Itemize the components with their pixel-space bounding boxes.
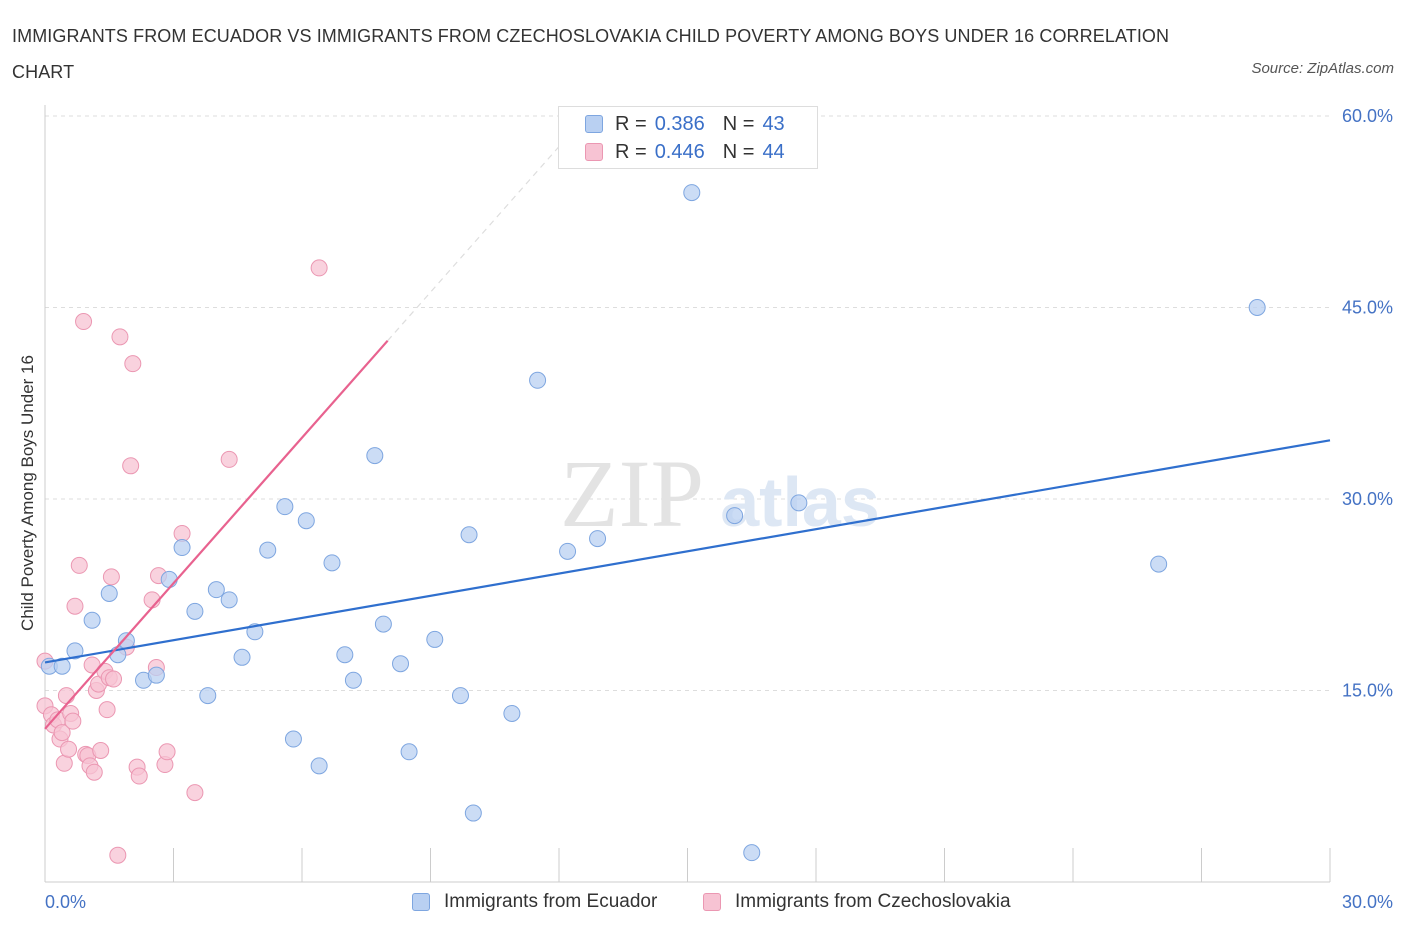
ecuador-point bbox=[147, 666, 165, 684]
ecuador-point bbox=[1248, 299, 1266, 316]
ecuador-point bbox=[66, 642, 84, 660]
legend-swatch-ecuador bbox=[585, 115, 603, 133]
czechoslovakia-point bbox=[70, 556, 88, 574]
ecuador-point bbox=[374, 615, 392, 633]
legend-r-label: R = bbox=[615, 140, 647, 163]
czechoslovakia-points bbox=[36, 259, 328, 864]
czechoslovakia-point bbox=[310, 259, 328, 277]
chart-title: IMMIGRANTS FROM ECUADOR VS IMMIGRANTS FR… bbox=[12, 26, 1170, 82]
ecuador-point bbox=[529, 371, 547, 389]
czechoslovakia-point bbox=[111, 328, 129, 346]
ecuador-point bbox=[743, 844, 761, 862]
legend-swatch-czechoslovakia bbox=[585, 143, 603, 161]
ecuador-point bbox=[220, 591, 238, 609]
ecuador-point bbox=[726, 507, 744, 525]
watermark-zip: ZIP bbox=[560, 440, 704, 547]
correlation-legend: R = 0.386 N = 43 R = 0.446 N = 44 bbox=[558, 106, 818, 169]
grid-lines bbox=[45, 115, 1330, 691]
y-tick-label: 15.0% bbox=[1342, 681, 1393, 701]
y-tick-label: 60.0% bbox=[1342, 106, 1393, 126]
czechoslovakia-trend-extension bbox=[387, 121, 581, 342]
czechoslovakia-point bbox=[122, 457, 140, 475]
czechoslovakia-point bbox=[66, 597, 84, 615]
ecuador-point bbox=[503, 704, 521, 722]
bottom-legend-label-czechoslovakia: Immigrants from Czechoslovakia bbox=[735, 891, 1011, 912]
legend-n-value-ecuador: 43 bbox=[762, 112, 785, 135]
trend-lines bbox=[44, 121, 1331, 730]
czechoslovakia-trend-line bbox=[44, 339, 389, 730]
ecuador-point bbox=[297, 512, 315, 530]
ecuador-point bbox=[100, 584, 118, 602]
ecuador-point bbox=[366, 447, 384, 465]
bottom-legend-ecuador: Immigrants from Ecuador bbox=[412, 888, 657, 916]
y-tick-labels: 15.0% 30.0% 45.0% 60.0% bbox=[1342, 106, 1393, 701]
ecuador-point bbox=[559, 542, 577, 560]
y-axis-label: Child Poverty Among Boys Under 16 bbox=[18, 355, 37, 631]
czechoslovakia-point bbox=[158, 743, 176, 761]
czechoslovakia-point bbox=[220, 450, 238, 468]
ecuador-point bbox=[400, 743, 418, 761]
ecuador-point bbox=[233, 648, 251, 666]
ecuador-point bbox=[464, 804, 482, 822]
legend-n-label: N = bbox=[722, 112, 755, 135]
ecuador-point bbox=[790, 494, 808, 512]
czechoslovakia-point bbox=[64, 712, 82, 730]
czechoslovakia-point bbox=[186, 784, 204, 802]
ecuador-point bbox=[53, 657, 71, 675]
ecuador-point bbox=[392, 655, 410, 673]
ecuador-point bbox=[276, 498, 294, 516]
czechoslovakia-point bbox=[102, 568, 120, 586]
czechoslovakia-point bbox=[98, 701, 116, 719]
y-tick-label: 45.0% bbox=[1342, 298, 1393, 318]
ecuador-point bbox=[173, 539, 191, 557]
ecuador-point bbox=[451, 687, 469, 705]
ecuador-point bbox=[83, 611, 101, 629]
legend-n-value-czechoslovakia: 44 bbox=[762, 140, 785, 163]
czechoslovakia-point bbox=[124, 355, 142, 373]
ecuador-point bbox=[310, 757, 328, 775]
ecuador-point bbox=[683, 184, 701, 202]
legend-r-value-ecuador: 0.386 bbox=[654, 112, 705, 135]
source-label: Source: ZipAtlas.com bbox=[1251, 60, 1394, 77]
legend-r-value-czechoslovakia: 0.446 bbox=[654, 140, 705, 163]
ecuador-point bbox=[323, 554, 341, 572]
czechoslovakia-point bbox=[109, 846, 127, 864]
ecuador-point bbox=[207, 581, 225, 599]
ecuador-trend-line bbox=[44, 439, 1331, 664]
czechoslovakia-point bbox=[57, 687, 75, 705]
ecuador-points bbox=[40, 184, 1266, 862]
bottom-legend-label-ecuador: Immigrants from Ecuador bbox=[444, 891, 658, 912]
czechoslovakia-point bbox=[75, 313, 93, 331]
x-axis-ticks bbox=[44, 848, 1331, 882]
legend-row-czechoslovakia: R = 0.446 N = 44 bbox=[585, 138, 785, 166]
bottom-swatch-czechoslovakia bbox=[703, 893, 721, 911]
czechoslovakia-point bbox=[130, 767, 148, 785]
czechoslovakia-point bbox=[85, 763, 103, 781]
ecuador-point bbox=[589, 530, 607, 548]
czechoslovakia-point bbox=[60, 740, 78, 758]
legend-r-label: R = bbox=[615, 112, 647, 135]
czechoslovakia-point bbox=[92, 742, 110, 760]
czechoslovakia-point bbox=[55, 754, 73, 772]
bottom-swatch-ecuador bbox=[412, 893, 430, 911]
bottom-legend-czechoslovakia: Immigrants from Czechoslovakia bbox=[703, 888, 1011, 916]
x-tick-label-max: 30.0% bbox=[1342, 892, 1393, 912]
y-tick-label: 30.0% bbox=[1342, 489, 1393, 509]
ecuador-point bbox=[336, 646, 354, 664]
ecuador-point bbox=[284, 730, 302, 748]
ecuador-point bbox=[199, 687, 217, 705]
ecuador-point bbox=[259, 541, 277, 559]
ecuador-point bbox=[426, 630, 444, 648]
ecuador-point bbox=[1150, 555, 1168, 573]
legend-n-label: N = bbox=[722, 140, 755, 163]
ecuador-point bbox=[186, 602, 204, 620]
ecuador-point bbox=[160, 570, 178, 588]
czechoslovakia-point bbox=[53, 724, 71, 742]
ecuador-point bbox=[460, 526, 478, 544]
legend-row-ecuador: R = 0.386 N = 43 bbox=[585, 110, 785, 138]
ecuador-point bbox=[344, 671, 362, 689]
x-tick-label-min: 0.0% bbox=[45, 892, 86, 912]
czechoslovakia-point bbox=[105, 670, 123, 688]
